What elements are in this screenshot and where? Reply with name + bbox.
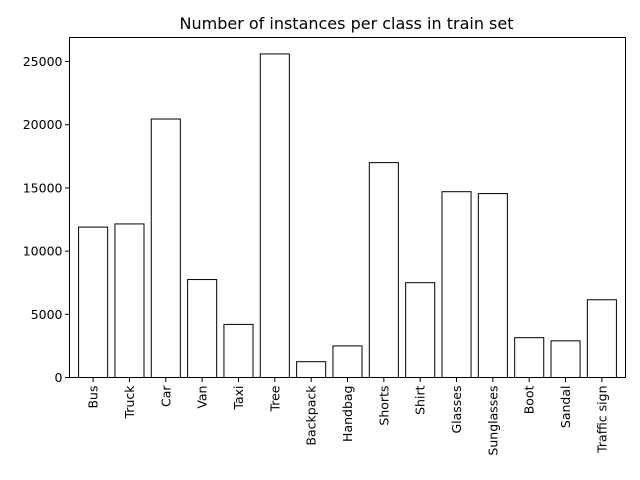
x-tick-label: Tree bbox=[267, 385, 282, 412]
y-tick-label: 5000 bbox=[31, 307, 63, 322]
x-tick-label: Van bbox=[195, 386, 210, 409]
x-tick-label: Sunglasses bbox=[485, 386, 500, 456]
bar-sunglasses bbox=[477, 193, 508, 378]
chart-title: Number of instances per class in train s… bbox=[180, 14, 514, 33]
y-tick-label: 20000 bbox=[23, 117, 63, 132]
x-tick-label: Bus bbox=[86, 386, 101, 409]
bar-car bbox=[150, 118, 181, 378]
y-tick-label: 10000 bbox=[23, 244, 63, 259]
bar-boot bbox=[514, 337, 545, 379]
plot-frame bbox=[69, 37, 626, 378]
bar-sandal bbox=[550, 340, 581, 379]
x-tick-label: Taxi bbox=[231, 386, 246, 411]
bar-bus bbox=[78, 226, 109, 378]
x-tick-label: Handbag bbox=[340, 386, 355, 442]
x-tick-label: Backpack bbox=[304, 385, 319, 446]
bar-shorts bbox=[368, 162, 399, 378]
bar-tree bbox=[259, 53, 290, 379]
x-tick-label: Traffic sign bbox=[594, 386, 609, 454]
x-tick-label: Truck bbox=[122, 385, 137, 420]
x-tick-label: Shirt bbox=[413, 385, 428, 414]
bar-glasses bbox=[441, 191, 472, 378]
y-tick-label: 15000 bbox=[23, 180, 63, 195]
y-tick-label: 25000 bbox=[23, 54, 63, 69]
x-tick-label: Glasses bbox=[449, 386, 464, 434]
y-tick-label: 0 bbox=[55, 370, 63, 385]
x-tick-label: Boot bbox=[522, 385, 537, 414]
x-axis: Bus Truck Car Van Taxi Tree Backpack Handbag Sho… bbox=[86, 377, 609, 456]
bar-taxi bbox=[223, 323, 254, 378]
bar-shirt bbox=[405, 282, 436, 379]
x-tick-label: Shorts bbox=[376, 386, 391, 426]
bar-van bbox=[187, 279, 218, 379]
bar-traffic-sign bbox=[586, 299, 617, 379]
bars-group bbox=[78, 53, 617, 379]
y-axis: 0 5000 10000 15000 20000 25000 bbox=[23, 54, 70, 385]
x-tick-label: Sandal bbox=[558, 386, 573, 429]
bar-truck bbox=[114, 223, 145, 378]
bar-backpack bbox=[296, 361, 327, 379]
x-tick-label: Car bbox=[158, 385, 173, 407]
bar-handbag bbox=[332, 345, 363, 379]
